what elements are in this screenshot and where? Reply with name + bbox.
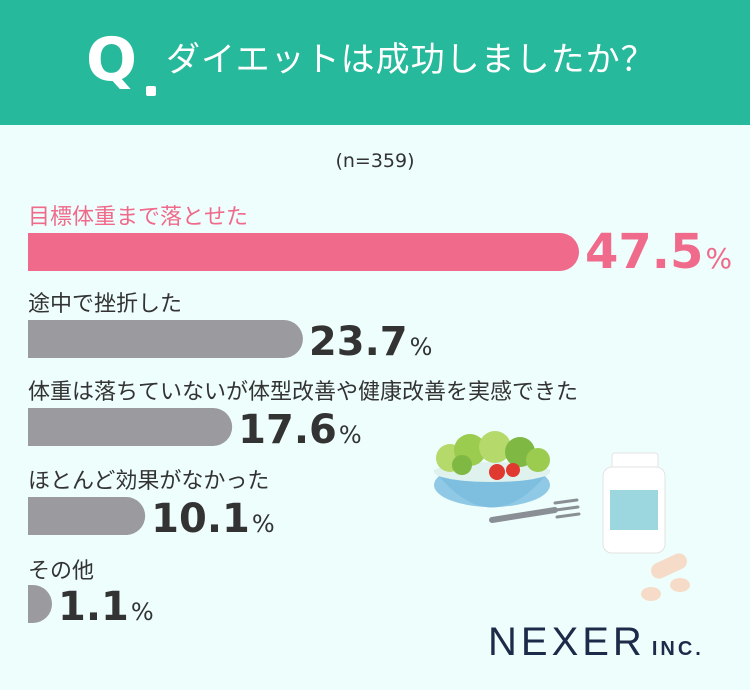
- bar: [28, 497, 146, 535]
- supplement-bottle-icon: [602, 452, 666, 554]
- category-label: 途中で挫折した: [28, 292, 182, 317]
- value-label: 1.1%: [58, 584, 154, 630]
- question-header: Q ダイエットは成功しましたか？: [0, 0, 750, 125]
- category-label: 目標体重まで落とせた: [28, 205, 248, 230]
- category-label: 体重は落ちていないが体型改善や健康改善を実感できた: [28, 380, 578, 405]
- nexer-logo: NEXER INC.: [488, 620, 704, 665]
- value-label: 47.5%: [585, 224, 732, 280]
- fork-icon: [489, 498, 581, 523]
- category-label: ほとんど効果がなかった: [28, 469, 269, 494]
- sample-size: (n=359): [335, 150, 415, 172]
- question-title: ダイエットは成功しましたか？: [166, 40, 656, 80]
- q-dot: [146, 86, 156, 96]
- salad-bowl-icon: [434, 431, 550, 508]
- pill-icon: [641, 553, 690, 601]
- category-label: その他: [28, 559, 94, 584]
- brand-name: NEXER: [488, 620, 646, 664]
- value-label: 17.6%: [238, 407, 362, 453]
- bar: [28, 585, 52, 623]
- value-label: 23.7%: [309, 319, 433, 365]
- q-mark: Q: [86, 25, 138, 95]
- bar: [28, 408, 233, 446]
- bar: [28, 233, 579, 271]
- brand-suffix: INC.: [651, 638, 704, 660]
- bar: [28, 320, 303, 358]
- value-label: 10.1%: [151, 496, 275, 542]
